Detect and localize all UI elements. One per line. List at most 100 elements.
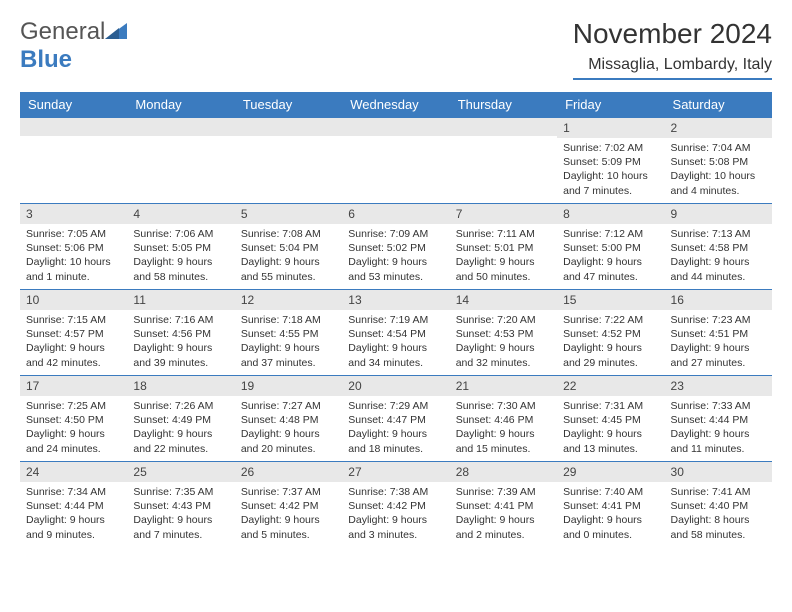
day-details: Sunrise: 7:33 AMSunset: 4:44 PMDaylight:… [665, 396, 772, 459]
day-number: 13 [342, 290, 449, 310]
daylight-text: Daylight: 9 hours and 11 minutes. [671, 427, 766, 455]
sunset-text: Sunset: 4:40 PM [671, 499, 766, 513]
sunset-text: Sunset: 5:02 PM [348, 241, 443, 255]
calendar-row: 1Sunrise: 7:02 AMSunset: 5:09 PMDaylight… [20, 118, 772, 204]
calendar-cell: 20Sunrise: 7:29 AMSunset: 4:47 PMDayligh… [342, 376, 449, 462]
day-number [235, 118, 342, 136]
calendar-cell: 23Sunrise: 7:33 AMSunset: 4:44 PMDayligh… [665, 376, 772, 462]
day-number: 14 [450, 290, 557, 310]
calendar-cell: 2Sunrise: 7:04 AMSunset: 5:08 PMDaylight… [665, 118, 772, 204]
calendar-cell [20, 118, 127, 204]
weekday-header-row: Sunday Monday Tuesday Wednesday Thursday… [20, 92, 772, 118]
calendar-cell: 28Sunrise: 7:39 AMSunset: 4:41 PMDayligh… [450, 462, 557, 548]
daylight-text: Daylight: 9 hours and 50 minutes. [456, 255, 551, 283]
day-number: 9 [665, 204, 772, 224]
daylight-text: Daylight: 9 hours and 22 minutes. [133, 427, 228, 455]
sunset-text: Sunset: 4:41 PM [563, 499, 658, 513]
weekday-header: Monday [127, 92, 234, 118]
weekday-header: Saturday [665, 92, 772, 118]
sunset-text: Sunset: 5:06 PM [26, 241, 121, 255]
day-number: 20 [342, 376, 449, 396]
day-details: Sunrise: 7:37 AMSunset: 4:42 PMDaylight:… [235, 482, 342, 545]
sunset-text: Sunset: 4:54 PM [348, 327, 443, 341]
daylight-text: Daylight: 9 hours and 27 minutes. [671, 341, 766, 369]
day-details: Sunrise: 7:09 AMSunset: 5:02 PMDaylight:… [342, 224, 449, 287]
day-details: Sunrise: 7:25 AMSunset: 4:50 PMDaylight:… [20, 396, 127, 459]
daylight-text: Daylight: 9 hours and 47 minutes. [563, 255, 658, 283]
sunrise-text: Sunrise: 7:35 AM [133, 485, 228, 499]
day-details: Sunrise: 7:16 AMSunset: 4:56 PMDaylight:… [127, 310, 234, 373]
daylight-text: Daylight: 9 hours and 55 minutes. [241, 255, 336, 283]
sunrise-text: Sunrise: 7:41 AM [671, 485, 766, 499]
day-details: Sunrise: 7:34 AMSunset: 4:44 PMDaylight:… [20, 482, 127, 545]
day-number: 10 [20, 290, 127, 310]
sunset-text: Sunset: 4:49 PM [133, 413, 228, 427]
sunset-text: Sunset: 4:41 PM [456, 499, 551, 513]
daylight-text: Daylight: 10 hours and 1 minute. [26, 255, 121, 283]
sunset-text: Sunset: 4:58 PM [671, 241, 766, 255]
day-details: Sunrise: 7:12 AMSunset: 5:00 PMDaylight:… [557, 224, 664, 287]
day-number [342, 118, 449, 136]
calendar-cell: 13Sunrise: 7:19 AMSunset: 4:54 PMDayligh… [342, 290, 449, 376]
weekday-header: Tuesday [235, 92, 342, 118]
day-number: 26 [235, 462, 342, 482]
day-number: 7 [450, 204, 557, 224]
sunset-text: Sunset: 5:08 PM [671, 155, 766, 169]
sunrise-text: Sunrise: 7:19 AM [348, 313, 443, 327]
sunset-text: Sunset: 5:05 PM [133, 241, 228, 255]
weekday-header: Friday [557, 92, 664, 118]
daylight-text: Daylight: 10 hours and 4 minutes. [671, 169, 766, 197]
day-details: Sunrise: 7:31 AMSunset: 4:45 PMDaylight:… [557, 396, 664, 459]
sunrise-text: Sunrise: 7:34 AM [26, 485, 121, 499]
sunset-text: Sunset: 5:04 PM [241, 241, 336, 255]
calendar-row: 24Sunrise: 7:34 AMSunset: 4:44 PMDayligh… [20, 462, 772, 548]
sunrise-text: Sunrise: 7:25 AM [26, 399, 121, 413]
day-details: Sunrise: 7:26 AMSunset: 4:49 PMDaylight:… [127, 396, 234, 459]
sunset-text: Sunset: 4:46 PM [456, 413, 551, 427]
sunrise-text: Sunrise: 7:40 AM [563, 485, 658, 499]
sunrise-text: Sunrise: 7:22 AM [563, 313, 658, 327]
sunrise-text: Sunrise: 7:08 AM [241, 227, 336, 241]
calendar-cell: 3Sunrise: 7:05 AMSunset: 5:06 PMDaylight… [20, 204, 127, 290]
daylight-text: Daylight: 9 hours and 29 minutes. [563, 341, 658, 369]
day-details: Sunrise: 7:38 AMSunset: 4:42 PMDaylight:… [342, 482, 449, 545]
calendar-cell: 11Sunrise: 7:16 AMSunset: 4:56 PMDayligh… [127, 290, 234, 376]
sunset-text: Sunset: 4:48 PM [241, 413, 336, 427]
calendar-cell: 4Sunrise: 7:06 AMSunset: 5:05 PMDaylight… [127, 204, 234, 290]
day-details: Sunrise: 7:08 AMSunset: 5:04 PMDaylight:… [235, 224, 342, 287]
sunrise-text: Sunrise: 7:06 AM [133, 227, 228, 241]
daylight-text: Daylight: 10 hours and 7 minutes. [563, 169, 658, 197]
day-details: Sunrise: 7:20 AMSunset: 4:53 PMDaylight:… [450, 310, 557, 373]
day-number: 11 [127, 290, 234, 310]
sunrise-text: Sunrise: 7:12 AM [563, 227, 658, 241]
daylight-text: Daylight: 9 hours and 58 minutes. [133, 255, 228, 283]
calendar-cell: 12Sunrise: 7:18 AMSunset: 4:55 PMDayligh… [235, 290, 342, 376]
day-number: 1 [557, 118, 664, 138]
sunset-text: Sunset: 4:45 PM [563, 413, 658, 427]
day-number: 22 [557, 376, 664, 396]
day-number: 30 [665, 462, 772, 482]
weekday-header: Sunday [20, 92, 127, 118]
daylight-text: Daylight: 9 hours and 39 minutes. [133, 341, 228, 369]
day-number: 8 [557, 204, 664, 224]
logo-part2: Blue [20, 46, 72, 73]
day-number: 15 [557, 290, 664, 310]
day-details: Sunrise: 7:41 AMSunset: 4:40 PMDaylight:… [665, 482, 772, 545]
day-details: Sunrise: 7:15 AMSunset: 4:57 PMDaylight:… [20, 310, 127, 373]
calendar-row: 10Sunrise: 7:15 AMSunset: 4:57 PMDayligh… [20, 290, 772, 376]
day-details: Sunrise: 7:35 AMSunset: 4:43 PMDaylight:… [127, 482, 234, 545]
sunset-text: Sunset: 5:00 PM [563, 241, 658, 255]
sunset-text: Sunset: 4:42 PM [348, 499, 443, 513]
calendar-cell: 30Sunrise: 7:41 AMSunset: 4:40 PMDayligh… [665, 462, 772, 548]
calendar-cell: 24Sunrise: 7:34 AMSunset: 4:44 PMDayligh… [20, 462, 127, 548]
day-details: Sunrise: 7:19 AMSunset: 4:54 PMDaylight:… [342, 310, 449, 373]
sunrise-text: Sunrise: 7:26 AM [133, 399, 228, 413]
sunset-text: Sunset: 4:44 PM [671, 413, 766, 427]
sunset-text: Sunset: 5:09 PM [563, 155, 658, 169]
logo-part1: General [20, 18, 105, 45]
day-number: 17 [20, 376, 127, 396]
sunrise-text: Sunrise: 7:02 AM [563, 141, 658, 155]
header: GeneralBlue November 2024 Missaglia, Lom… [20, 18, 772, 80]
calendar-cell: 8Sunrise: 7:12 AMSunset: 5:00 PMDaylight… [557, 204, 664, 290]
triangle-icon [105, 18, 127, 46]
